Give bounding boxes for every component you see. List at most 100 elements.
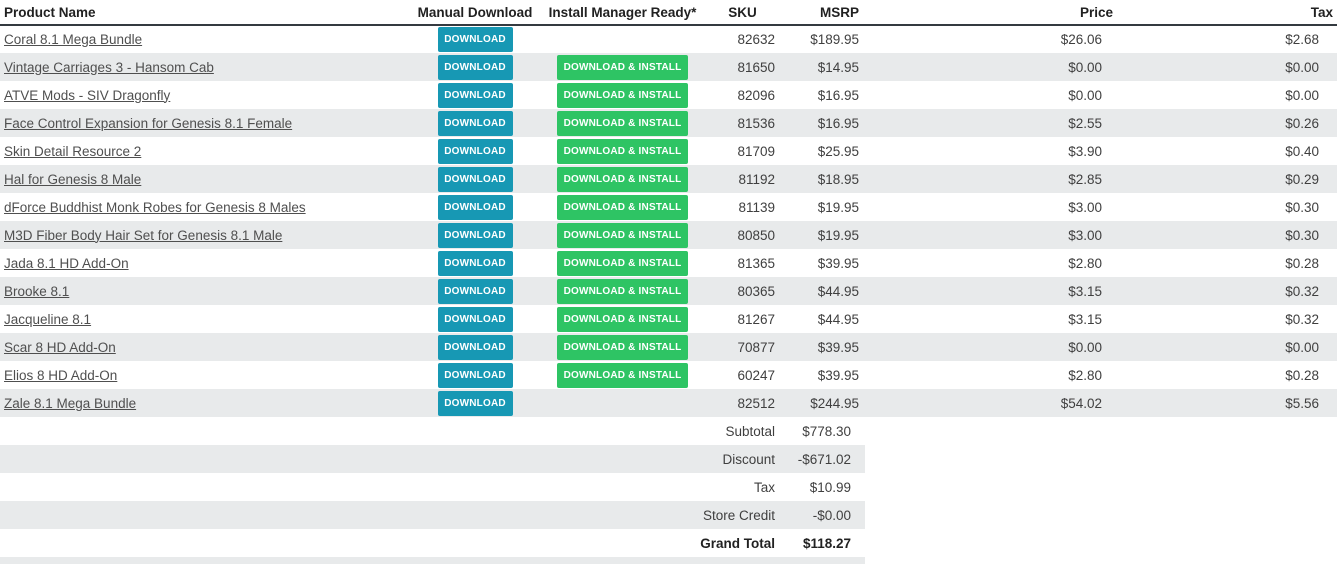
manual-download-cell: DOWNLOAD — [410, 333, 540, 361]
price-cell: $54.02 — [865, 389, 1117, 417]
sku-cell: 82512 — [705, 389, 780, 417]
manual-download-button[interactable]: DOWNLOAD — [437, 110, 513, 136]
manual-download-button[interactable]: DOWNLOAD — [437, 334, 513, 360]
product-name-cell: Face Control Expansion for Genesis 8.1 F… — [0, 109, 410, 137]
product-link[interactable]: Jada 8.1 HD Add-On — [4, 255, 129, 271]
column-header-manual-download: Manual Download — [410, 0, 540, 26]
manual-download-button[interactable]: DOWNLOAD — [437, 278, 513, 304]
download-and-install-button[interactable]: DOWNLOAD & INSTALL — [557, 166, 688, 192]
table-row: dForce Buddhist Monk Robes for Genesis 8… — [0, 193, 1337, 221]
product-link[interactable]: Vintage Carriages 3 - Hansom Cab — [4, 59, 214, 75]
manual-download-cell: DOWNLOAD — [410, 81, 540, 109]
sku-cell: 81139 — [738, 199, 775, 215]
summary-row: Discount -$671.02 — [0, 445, 1337, 473]
manual-download-cell: DOWNLOAD — [410, 389, 540, 417]
download-and-install-button[interactable]: DOWNLOAD & INSTALL — [557, 194, 688, 220]
product-link[interactable]: ATVE Mods - SIV Dragonfly — [4, 87, 171, 103]
manual-download-button[interactable]: DOWNLOAD — [437, 362, 513, 388]
tax-cell: $2.68 — [1285, 32, 1319, 47]
msrp-cell: $18.95 — [780, 165, 865, 193]
download-and-install-button[interactable]: DOWNLOAD & INSTALL — [557, 250, 688, 276]
manual-download-cell: DOWNLOAD — [410, 53, 540, 81]
summary-value: $778.30 — [802, 423, 851, 439]
product-link[interactable]: dForce Buddhist Monk Robes for Genesis 8… — [4, 199, 306, 215]
product-link[interactable]: Jacqueline 8.1 — [4, 311, 92, 327]
manual-download-button[interactable]: DOWNLOAD — [437, 194, 513, 220]
table-row: Coral 8.1 Mega Bundle DOWNLOAD 82632 $18… — [0, 25, 1337, 53]
install-manager-cell: DOWNLOAD & INSTALL — [540, 137, 705, 165]
summary-value: $10.99 — [809, 479, 851, 495]
product-name-cell: Jada 8.1 HD Add-On — [0, 249, 410, 277]
summary-label: Subtotal — [725, 423, 775, 439]
table-row: Brooke 8.1 DOWNLOAD DOWNLOAD & INSTALL 8… — [0, 277, 1337, 305]
price-cell: $0.00 — [865, 333, 1117, 361]
summary-label: Tax — [753, 479, 775, 495]
download-and-install-button[interactable]: DOWNLOAD & INSTALL — [557, 54, 688, 80]
manual-download-button[interactable]: DOWNLOAD — [437, 54, 513, 80]
download-and-install-button[interactable]: DOWNLOAD & INSTALL — [557, 334, 688, 360]
product-link[interactable]: Coral 8.1 Mega Bundle — [4, 32, 143, 47]
summary-label: Store Credit — [0, 501, 780, 529]
tax-cell: $0.28 — [1285, 367, 1319, 383]
tax-cell: $0.00 — [1117, 333, 1337, 361]
price-cell: $3.00 — [865, 221, 1117, 249]
summary-blank-cell — [865, 417, 1337, 445]
msrp-cell: $189.95 — [810, 32, 859, 47]
msrp-cell: $25.95 — [817, 143, 859, 159]
price-cell: $2.85 — [865, 165, 1117, 193]
install-manager-cell: DOWNLOAD & INSTALL — [540, 165, 705, 193]
product-link[interactable]: Brooke 8.1 — [4, 283, 70, 299]
summary-row: Grand Total $118.27 — [0, 529, 1337, 557]
manual-download-button[interactable]: DOWNLOAD — [437, 390, 513, 416]
manual-download-button[interactable]: DOWNLOAD — [437, 82, 513, 108]
install-manager-cell: DOWNLOAD & INSTALL — [540, 109, 705, 137]
manual-download-button[interactable]: DOWNLOAD — [437, 250, 513, 276]
price-cell: $2.80 — [1068, 367, 1102, 383]
product-link[interactable]: Skin Detail Resource 2 — [4, 143, 142, 159]
summary-label: Discount — [0, 445, 780, 473]
sku-cell: 81267 — [737, 311, 775, 327]
msrp-cell: $19.95 — [817, 199, 859, 215]
price-cell: $2.80 — [1068, 255, 1102, 271]
column-header-price: Price — [865, 0, 1117, 26]
tax-cell: $0.29 — [1117, 165, 1337, 193]
install-manager-cell: DOWNLOAD & INSTALL — [540, 193, 705, 221]
column-header-sku: SKU — [705, 0, 780, 26]
manual-download-button[interactable]: DOWNLOAD — [437, 166, 513, 192]
product-link[interactable]: Hal for Genesis 8 Male — [4, 171, 142, 187]
manual-download-button[interactable]: DOWNLOAD — [437, 222, 513, 248]
table-row: ATVE Mods - SIV Dragonfly DOWNLOAD DOWNL… — [0, 81, 1337, 109]
sku-cell: 82632 — [737, 32, 775, 47]
tax-cell: $0.40 — [1285, 143, 1319, 159]
download-and-install-button[interactable]: DOWNLOAD & INSTALL — [557, 306, 688, 332]
download-and-install-button[interactable]: DOWNLOAD & INSTALL — [557, 362, 688, 388]
tax-cell: $0.30 — [1285, 199, 1319, 215]
manual-download-button[interactable]: DOWNLOAD — [437, 306, 513, 332]
manual-download-cell: DOWNLOAD — [410, 221, 540, 249]
download-and-install-button[interactable]: DOWNLOAD & INSTALL — [557, 110, 688, 136]
sku-cell: 60247 — [737, 367, 775, 383]
product-name-cell: Zale 8.1 Mega Bundle — [0, 389, 410, 417]
price-cell: $3.00 — [1068, 199, 1102, 215]
product-link[interactable]: Face Control Expansion for Genesis 8.1 F… — [4, 115, 293, 131]
product-link[interactable]: M3D Fiber Body Hair Set for Genesis 8.1 … — [4, 227, 283, 243]
product-link[interactable]: Elios 8 HD Add-On — [4, 367, 118, 383]
table-row: Jada 8.1 HD Add-On DOWNLOAD DOWNLOAD & I… — [0, 249, 1337, 277]
download-and-install-button[interactable]: DOWNLOAD & INSTALL — [557, 138, 688, 164]
price-cell: $3.15 — [865, 277, 1117, 305]
manual-download-button[interactable]: DOWNLOAD — [437, 138, 513, 164]
product-link[interactable]: Zale 8.1 Mega Bundle — [4, 395, 137, 411]
column-header-tax: Tax — [1117, 0, 1337, 26]
tax-cell: $0.26 — [1117, 109, 1337, 137]
download-and-install-button[interactable]: DOWNLOAD & INSTALL — [557, 82, 688, 108]
product-name-cell: Skin Detail Resource 2 — [0, 137, 410, 165]
table-header-row: Product Name Manual Download Install Man… — [0, 0, 1337, 26]
download-and-install-button[interactable]: DOWNLOAD & INSTALL — [557, 278, 688, 304]
manual-download-button[interactable]: DOWNLOAD — [437, 27, 513, 52]
price-cell: $3.15 — [1068, 311, 1102, 327]
msrp-cell: $14.95 — [780, 53, 865, 81]
download-and-install-button[interactable]: DOWNLOAD & INSTALL — [557, 222, 688, 248]
product-link[interactable]: Scar 8 HD Add-On — [4, 339, 116, 355]
tax-cell: $0.32 — [1285, 311, 1319, 327]
